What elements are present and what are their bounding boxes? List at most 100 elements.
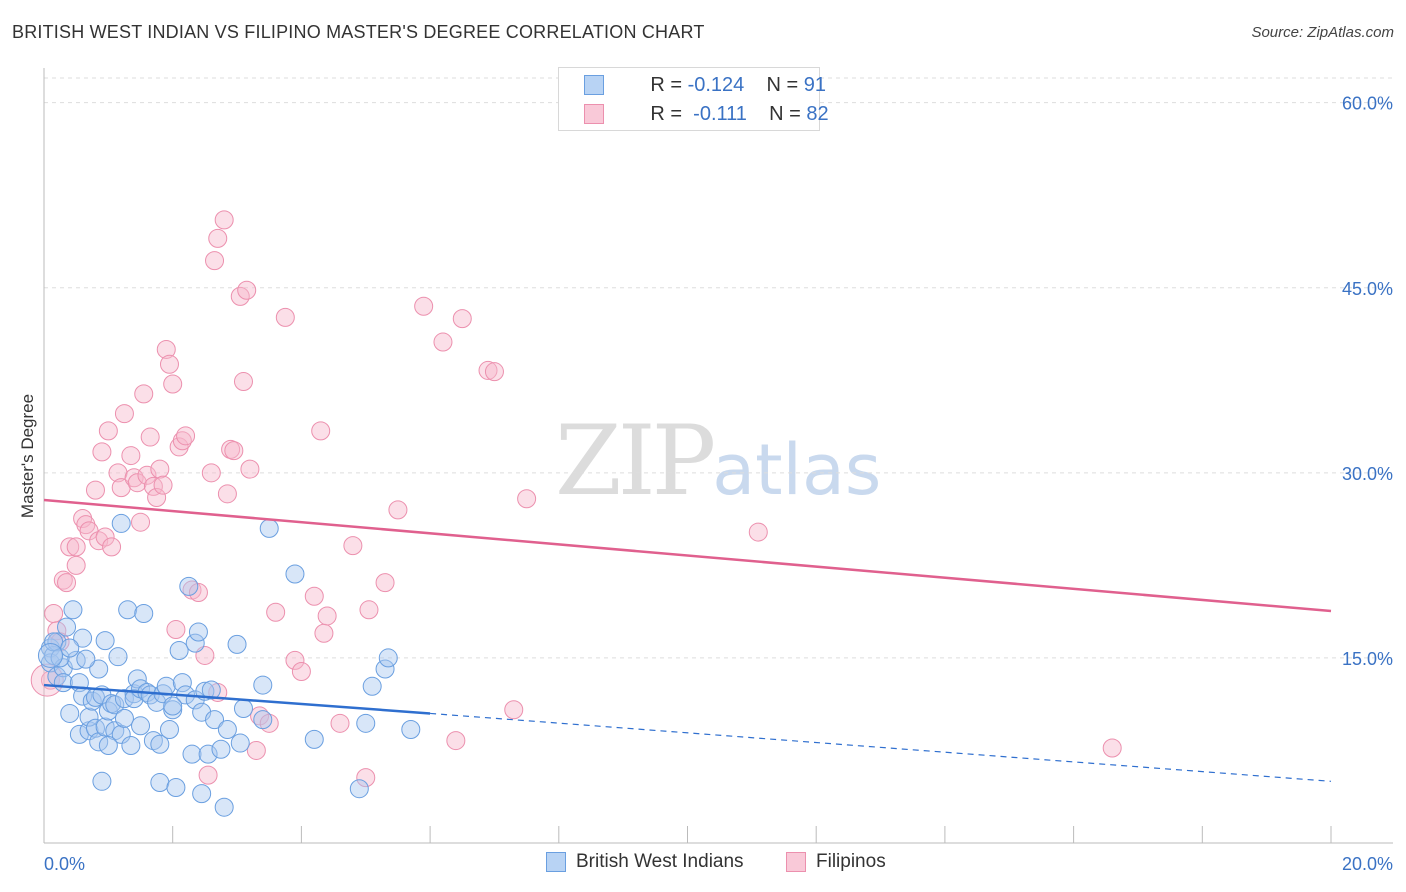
british-west-indians-point bbox=[150, 734, 170, 754]
pink-n-value: 82 bbox=[806, 102, 829, 125]
filipinos-point bbox=[172, 431, 192, 451]
filipinos-point bbox=[504, 700, 524, 720]
filipinos-point bbox=[92, 442, 112, 462]
filipinos-point bbox=[1102, 738, 1122, 758]
filipinos-point bbox=[98, 421, 118, 441]
stats-legend: R = -0.124 N = 91 R = -0.111 N = 82 bbox=[558, 67, 829, 131]
filipinos-point bbox=[140, 427, 160, 447]
legend-label-filipinos: Filipinos bbox=[816, 851, 886, 872]
filipinos-point bbox=[237, 280, 257, 300]
filipinos-point bbox=[304, 586, 324, 606]
filipinos-point bbox=[356, 768, 376, 788]
filipinos-point bbox=[76, 515, 96, 535]
y-tick-label: 60.0% bbox=[1342, 94, 1393, 114]
filipinos-point bbox=[159, 354, 179, 374]
y-tick-label: 15.0% bbox=[1342, 649, 1393, 669]
filipinos-point bbox=[176, 426, 196, 446]
pink-n-label: N = bbox=[769, 102, 807, 125]
british-west-indians-point bbox=[169, 641, 189, 661]
pink-swatch bbox=[584, 104, 604, 124]
filipinos-point bbox=[433, 332, 453, 352]
filipinos-point bbox=[169, 437, 189, 457]
x-tick-label: 20.0% bbox=[1342, 854, 1393, 874]
filipinos-point bbox=[414, 296, 434, 316]
filipinos-point bbox=[201, 463, 221, 483]
british-west-indians-point bbox=[118, 600, 138, 620]
tick-labels: 15.0% 30.0% 45.0% 60.0% 0.0% 20.0% bbox=[44, 94, 1393, 874]
british-west-indians-point bbox=[73, 628, 93, 648]
british-west-indians-point bbox=[76, 649, 96, 669]
british-west-indians-point bbox=[205, 710, 225, 730]
filipinos-point bbox=[517, 489, 537, 509]
watermark-atlas: atlas bbox=[712, 429, 882, 511]
filipinos-point bbox=[330, 713, 350, 733]
british-west-indians-point bbox=[378, 648, 398, 668]
filipinos-point bbox=[484, 362, 504, 382]
british-west-indians-points bbox=[37, 513, 421, 817]
filipinos-point bbox=[375, 573, 395, 593]
british-west-indians-point bbox=[285, 564, 305, 584]
filipinos-point bbox=[359, 600, 379, 620]
filipinos-point bbox=[478, 360, 498, 380]
filipinos-points bbox=[30, 210, 1122, 788]
british-west-indians-point bbox=[60, 638, 80, 658]
filipinos-point bbox=[291, 661, 311, 681]
series-legend: British West Indians Filipinos bbox=[0, 851, 1406, 879]
british-west-indians-point bbox=[172, 673, 192, 693]
y-tick-label: 30.0% bbox=[1342, 464, 1393, 484]
filipinos-point bbox=[114, 404, 134, 424]
filipinos-point bbox=[748, 522, 768, 542]
filipinos-point bbox=[95, 527, 115, 547]
filipinos-point bbox=[266, 602, 286, 622]
filipinos-point bbox=[143, 476, 163, 496]
british-west-indians-point bbox=[79, 707, 99, 727]
filipinos-point bbox=[314, 623, 334, 643]
pink-r-value: -0.111 bbox=[693, 102, 747, 125]
filipinos-point bbox=[127, 473, 147, 493]
british-west-indians-point bbox=[211, 739, 231, 759]
british-west-indians-point bbox=[233, 699, 253, 719]
filipinos-point bbox=[60, 537, 80, 557]
british-west-indians-point bbox=[253, 710, 273, 730]
blue-swatch bbox=[584, 75, 604, 95]
legend-label-british-west-indians: British West Indians bbox=[576, 851, 744, 872]
british-west-indians-point bbox=[95, 631, 115, 651]
british-west-indians-point bbox=[259, 518, 279, 538]
filipinos-point bbox=[73, 508, 93, 528]
british-west-indians-point bbox=[182, 744, 202, 764]
british-west-indians-trend-extension bbox=[430, 712, 1332, 782]
filipinos-point bbox=[214, 210, 234, 230]
british-west-indians-point bbox=[66, 650, 86, 670]
filipinos-point bbox=[250, 706, 270, 726]
british-west-indians-point bbox=[82, 691, 102, 711]
british-west-indians-point bbox=[57, 617, 77, 637]
filipinos-point bbox=[131, 512, 151, 532]
british-west-indians-point bbox=[179, 576, 199, 596]
british-west-indians-point bbox=[95, 717, 115, 737]
british-west-indians-point bbox=[102, 694, 122, 714]
grid bbox=[44, 77, 1393, 659]
filipinos-point bbox=[57, 573, 77, 593]
british-west-indians-point bbox=[201, 680, 221, 700]
x-tick-label: 0.0% bbox=[44, 854, 85, 874]
filipinos-point bbox=[208, 228, 228, 248]
filipinos-point bbox=[53, 570, 73, 590]
filipinos-point bbox=[311, 421, 331, 441]
legend-swatch-pink bbox=[786, 852, 806, 872]
british-west-indians-point bbox=[253, 675, 273, 695]
british-west-indians-point bbox=[63, 600, 83, 620]
filipinos-point bbox=[224, 441, 244, 461]
filipinos-point bbox=[217, 484, 237, 504]
filipinos-point bbox=[221, 439, 241, 459]
watermark: ZIPatlas bbox=[555, 405, 881, 517]
filipinos-point bbox=[388, 500, 408, 520]
filipinos-point bbox=[240, 459, 260, 479]
british-west-indians-point bbox=[134, 604, 154, 623]
british-west-indians-point bbox=[362, 676, 382, 696]
filipinos-point bbox=[85, 480, 105, 500]
filipinos-point bbox=[317, 606, 337, 626]
filipinos-point bbox=[188, 583, 208, 603]
y-axis-label: Master's Degree bbox=[18, 393, 37, 519]
filipinos-point bbox=[153, 475, 173, 495]
filipinos-point bbox=[259, 713, 279, 733]
